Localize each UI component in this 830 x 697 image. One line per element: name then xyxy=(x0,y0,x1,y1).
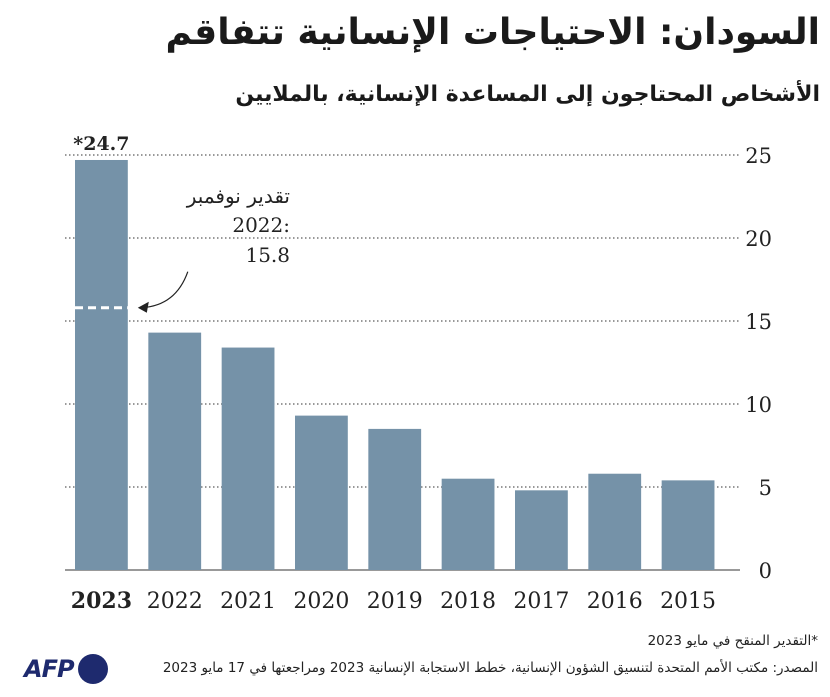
bar-2023 xyxy=(75,159,128,571)
x-tick-label: 2021 xyxy=(220,589,276,614)
annotation: تقدير نوفمبر 2022: 15.8 xyxy=(75,184,290,313)
x-tick-label: 2017 xyxy=(513,589,569,614)
bar-2015 xyxy=(661,480,715,570)
y-tick-label: 25 xyxy=(745,144,772,168)
annotation-arrowhead-icon xyxy=(137,301,149,313)
bar-2017 xyxy=(515,490,568,570)
x-tick-label: 2019 xyxy=(367,589,423,614)
x-tick-label: 2016 xyxy=(587,589,643,614)
source-note: المصدر: مكتب الأمم المتحدة لتنسيق الشؤون… xyxy=(162,660,818,676)
x-tick-label: 2018 xyxy=(440,589,496,614)
bar-2016 xyxy=(588,473,642,570)
y-tick-label: 15 xyxy=(745,310,772,334)
annotation-text: تقدير نوفمبر xyxy=(186,184,290,208)
x-tick-label: 2023 xyxy=(71,588,132,614)
annotation-text: 2022: xyxy=(232,213,290,237)
afp-logo: AFP xyxy=(24,652,108,686)
afp-logo-dot-icon xyxy=(77,654,108,684)
data-label: *24.7 xyxy=(73,133,129,155)
x-tick-label: 2015 xyxy=(660,589,716,614)
chart-title: السودان: الاحتياجات الإنسانية تتفاقم xyxy=(165,12,820,53)
annotation-text: 15.8 xyxy=(245,243,290,267)
y-axis-ticks: 0 5 10 15 20 25 xyxy=(745,144,772,583)
x-axis-ticks: 2023 2022 2021 2020 2019 2018 2017 2016 2015 xyxy=(71,588,716,614)
y-tick-label: 5 xyxy=(759,476,772,500)
y-tick-label: 10 xyxy=(745,393,772,417)
annotation-arrow-line xyxy=(141,271,189,309)
y-tick-label: 0 xyxy=(759,559,772,583)
x-tick-label: 2022 xyxy=(147,589,203,614)
bar-2021 xyxy=(221,347,275,570)
bar-2018 xyxy=(441,478,495,570)
footnote: *التقدير المنقح في مايو 2023 xyxy=(647,633,818,649)
afp-logo-text: AFP xyxy=(24,655,75,683)
bar-2020 xyxy=(295,415,348,570)
bar-2019 xyxy=(368,428,422,570)
y-tick-label: 20 xyxy=(745,227,772,251)
data-labels: *24.7 xyxy=(73,133,129,155)
x-tick-label: 2020 xyxy=(293,589,349,614)
chart-subtitle: الأشخاص المحتاجون إلى المساعدة الإنسانية… xyxy=(235,82,820,107)
bars xyxy=(75,159,715,571)
bar-2022 xyxy=(148,332,202,570)
